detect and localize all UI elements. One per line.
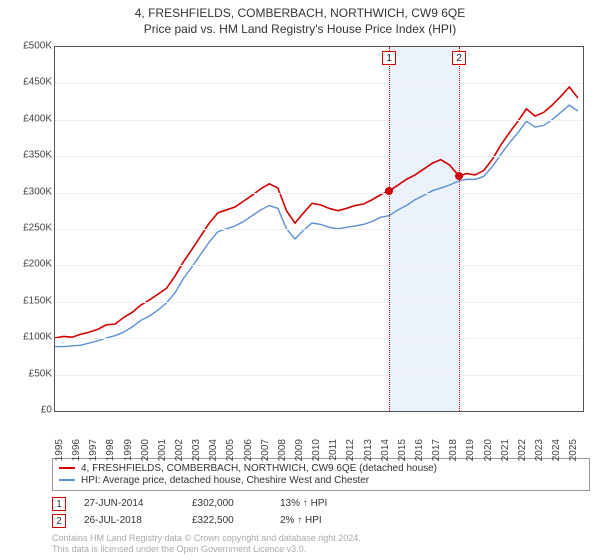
y-tick-label: £300K	[10, 186, 52, 197]
x-tick-label: 2007	[260, 439, 271, 461]
x-tick-label: 2015	[397, 439, 408, 461]
legend-label: 4, FRESHFIELDS, COMBERBACH, NORTHWICH, C…	[81, 463, 437, 474]
legend-swatch	[59, 467, 75, 469]
gridline	[55, 156, 583, 157]
x-tick-label: 2010	[311, 439, 322, 461]
sale-marker: 1	[52, 497, 66, 511]
x-tick-label: 2012	[345, 439, 356, 461]
x-tick-label: 2021	[500, 439, 511, 461]
legend-swatch	[59, 479, 75, 481]
chart-area: 12 £0£50K£100K£150K£200K£250K£300K£350K£…	[10, 42, 590, 452]
x-tick-label: 1998	[105, 439, 116, 461]
x-tick-label: 2013	[363, 439, 374, 461]
y-tick-label: £350K	[10, 150, 52, 161]
x-tick-label: 2006	[243, 439, 254, 461]
footer-line: Contains HM Land Registry data © Crown c…	[52, 533, 590, 545]
x-tick-label: 1997	[88, 439, 99, 461]
y-tick-label: £400K	[10, 113, 52, 124]
marker-line	[389, 47, 390, 411]
marker-flag: 2	[452, 51, 466, 65]
x-tick-label: 2001	[157, 439, 168, 461]
x-tick-label: 2000	[140, 439, 151, 461]
gridline	[55, 229, 583, 230]
x-tick-label: 2009	[294, 439, 305, 461]
series-property	[55, 87, 578, 338]
sale-date: 27-JUN-2014	[84, 498, 174, 509]
x-tick-label: 2024	[551, 439, 562, 461]
sale-point	[385, 187, 393, 195]
x-tick-label: 2014	[380, 439, 391, 461]
legend: 4, FRESHFIELDS, COMBERBACH, NORTHWICH, C…	[52, 458, 590, 491]
legend-label: HPI: Average price, detached house, Ches…	[81, 475, 369, 486]
legend-row: 4, FRESHFIELDS, COMBERBACH, NORTHWICH, C…	[59, 463, 583, 474]
x-tick-label: 2003	[191, 439, 202, 461]
x-tick-label: 2004	[208, 439, 219, 461]
x-tick-label: 2025	[568, 439, 579, 461]
chart-titles: 4, FRESHFIELDS, COMBERBACH, NORTHWICH, C…	[10, 6, 590, 36]
sale-row: 2 26-JUL-2018 £322,500 2% ↑ HPI	[52, 514, 590, 528]
sale-price: £322,500	[192, 515, 262, 526]
gridline	[55, 193, 583, 194]
marker-flag: 1	[382, 51, 396, 65]
gridline	[55, 302, 583, 303]
sale-pct: 2% ↑ HPI	[280, 515, 322, 526]
sale-price: £302,000	[192, 498, 262, 509]
x-tick-label: 1999	[123, 439, 134, 461]
x-tick-label: 2023	[534, 439, 545, 461]
sale-date: 26-JUL-2018	[84, 515, 174, 526]
x-tick-label: 2011	[328, 439, 339, 461]
gridline	[55, 83, 583, 84]
title-address: 4, FRESHFIELDS, COMBERBACH, NORTHWICH, C…	[10, 6, 590, 20]
y-tick-label: £200K	[10, 259, 52, 270]
gridline	[55, 375, 583, 376]
y-tick-label: £150K	[10, 295, 52, 306]
y-tick-label: £100K	[10, 332, 52, 343]
sale-pct: 13% ↑ HPI	[280, 498, 327, 509]
x-tick-label: 2018	[448, 439, 459, 461]
x-tick-label: 2019	[465, 439, 476, 461]
gridline	[55, 120, 583, 121]
sale-row: 1 27-JUN-2014 £302,000 13% ↑ HPI	[52, 497, 590, 511]
y-tick-label: £450K	[10, 77, 52, 88]
y-tick-label: £500K	[10, 41, 52, 52]
x-tick-label: 2020	[483, 439, 494, 461]
legend-row: HPI: Average price, detached house, Ches…	[59, 475, 583, 486]
plot-region: 12	[54, 46, 584, 412]
marker-line	[459, 47, 460, 411]
x-tick-label: 2008	[277, 439, 288, 461]
gridline	[55, 338, 583, 339]
footer-line: This data is licensed under the Open Gov…	[52, 544, 590, 556]
footer: Contains HM Land Registry data © Crown c…	[52, 533, 590, 556]
y-tick-label: £50K	[10, 368, 52, 379]
sales-table: 1 27-JUN-2014 £302,000 13% ↑ HPI 2 26-JU…	[52, 497, 590, 531]
x-tick-label: 2022	[517, 439, 528, 461]
x-tick-label: 2017	[431, 439, 442, 461]
x-tick-label: 2002	[174, 439, 185, 461]
x-tick-label: 1995	[54, 439, 65, 461]
x-tick-label: 1996	[71, 439, 82, 461]
x-tick-label: 2005	[225, 439, 236, 461]
sale-point	[455, 172, 463, 180]
x-tick-label: 2016	[414, 439, 425, 461]
gridline	[55, 265, 583, 266]
y-tick-label: £0	[10, 405, 52, 416]
title-sub: Price paid vs. HM Land Registry's House …	[10, 22, 590, 36]
sale-marker: 2	[52, 514, 66, 528]
y-tick-label: £250K	[10, 223, 52, 234]
